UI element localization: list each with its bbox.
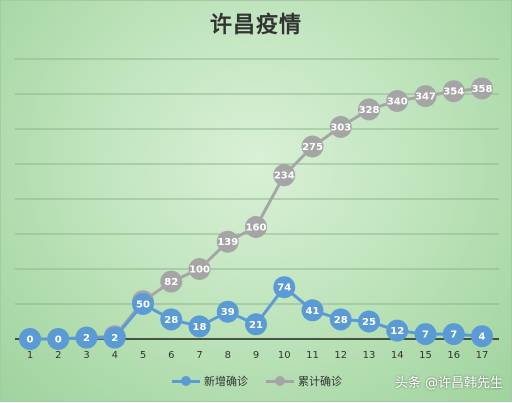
data-point-new-cases (216, 300, 239, 323)
data-label-new-cases: 0 (55, 335, 62, 346)
legend: 新增确诊 累计确诊 (1, 373, 512, 389)
data-point-new-cases (132, 293, 154, 315)
data-label-total-cases: 347 (415, 92, 436, 103)
x-tick-label: 5 (140, 350, 146, 361)
data-point-new-cases (160, 308, 183, 331)
data-point-total-cases (358, 98, 380, 121)
data-label-total-cases: 82 (164, 277, 178, 288)
series-layer: 0024548210013916023427530332834034735435… (19, 77, 493, 350)
data-label-total-cases: 100 (189, 265, 210, 276)
x-axis-ticks: 1 2 3 4 5 6 7 8 9 10 11 12 13 14 15 16 17 (27, 350, 489, 361)
data-point-new-cases (19, 328, 41, 350)
x-tick-label: 2 (55, 350, 61, 361)
data-point-new-cases (75, 326, 98, 349)
data-point-total-cases (414, 85, 437, 108)
data-label-new-cases: 12 (390, 326, 404, 337)
x-tick-label: 1 (27, 350, 33, 361)
data-point-new-cases (273, 276, 296, 299)
data-label-new-cases: 25 (362, 317, 376, 328)
data-point-total-cases (386, 90, 409, 112)
data-point-total-cases (160, 270, 183, 293)
data-point-total-cases (245, 216, 267, 238)
data-point-total-cases (471, 77, 493, 100)
x-tick-label: 14 (391, 350, 404, 361)
data-label-total-cases: 340 (387, 97, 408, 108)
series-total-cases: 0024548210013916023427530332834034735435… (19, 77, 493, 350)
data-label-new-cases: 50 (136, 300, 150, 311)
data-point-total-cases (301, 135, 324, 158)
x-tick-label: 17 (476, 350, 489, 361)
data-label-new-cases: 7 (422, 330, 429, 341)
data-point-new-cases (386, 319, 409, 342)
x-tick-label: 7 (196, 350, 202, 361)
watermark: 头条 @许昌韩先生 (394, 376, 503, 391)
data-label-new-cases: 4 (479, 332, 486, 343)
data-label-total-cases: 358 (472, 84, 493, 95)
legend-swatch-new-cases (172, 376, 200, 386)
data-label-total-cases: 303 (330, 122, 351, 133)
data-point-new-cases (301, 299, 324, 322)
data-label-total-cases: 139 (217, 237, 238, 248)
x-tick-label: 4 (112, 350, 118, 361)
data-label-new-cases: 74 (277, 283, 291, 294)
data-point-total-cases (188, 258, 211, 280)
x-tick-label: 3 (83, 350, 89, 361)
data-label-new-cases: 0 (27, 335, 34, 346)
data-point-total-cases (329, 115, 352, 138)
x-tick-label: 11 (306, 350, 319, 361)
x-tick-label: 6 (168, 350, 174, 361)
legend-label-total-cases: 累计确诊 (298, 375, 342, 388)
data-point-new-cases (358, 310, 380, 333)
data-point-new-cases (471, 325, 493, 348)
data-label-total-cases: 275 (302, 142, 323, 153)
data-point-new-cases (414, 323, 437, 346)
data-point-total-cases (442, 80, 465, 103)
data-point-new-cases (103, 326, 126, 349)
data-point-new-cases (329, 308, 352, 331)
data-point-new-cases (442, 323, 465, 346)
x-tick-label: 13 (363, 350, 376, 361)
data-label-new-cases: 2 (111, 333, 118, 344)
data-point-new-cases (188, 315, 211, 338)
x-tick-label: 12 (334, 350, 347, 361)
data-point-total-cases (273, 164, 296, 187)
data-label-new-cases: 21 (249, 320, 263, 331)
data-label-new-cases: 2 (83, 333, 90, 344)
x-tick-label: 16 (447, 350, 460, 361)
data-label-new-cases: 39 (221, 307, 235, 318)
legend-label-new-cases: 新增确诊 (204, 375, 248, 388)
legend-item-total-cases: 累计确诊 (266, 373, 342, 389)
x-tick-label: 9 (253, 350, 259, 361)
data-label-total-cases: 354 (443, 87, 464, 98)
data-label-new-cases: 18 (193, 322, 207, 333)
data-label-new-cases: 28 (164, 315, 178, 326)
x-tick-label: 8 (225, 350, 231, 361)
data-label-total-cases: 160 (246, 223, 267, 234)
chart-title: 许昌疫情 (209, 13, 302, 38)
data-point-total-cases (216, 230, 239, 253)
data-label-new-cases: 41 (306, 306, 320, 317)
data-label-new-cases: 28 (334, 315, 348, 326)
legend-item-new-cases: 新增确诊 (172, 373, 248, 389)
data-point-new-cases (47, 328, 70, 350)
data-label-new-cases: 7 (450, 330, 457, 341)
data-label-total-cases: 328 (359, 105, 380, 116)
data-point-new-cases (245, 313, 267, 336)
data-label-total-cases: 234 (274, 171, 295, 182)
x-tick-label: 10 (278, 350, 291, 361)
legend-swatch-total-cases (266, 376, 294, 386)
series-line-total-cases (30, 86, 483, 341)
x-tick-label: 15 (419, 350, 432, 361)
